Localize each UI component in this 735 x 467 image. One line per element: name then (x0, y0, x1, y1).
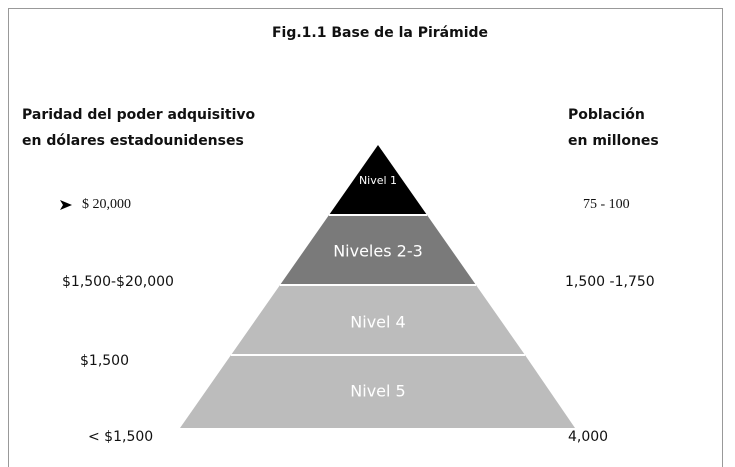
left-label: < $1,500 (88, 429, 153, 445)
left-label: $ 20,000 (82, 197, 131, 212)
level-2-3 (280, 215, 476, 285)
right-label: 4,000 (568, 429, 608, 445)
right-header: Población (568, 107, 645, 123)
right-label: 1,500 -1,750 (565, 274, 655, 290)
left-header: en dólares estadounidenses (22, 133, 244, 149)
level-label: Nivel 1 (359, 174, 397, 187)
level-label: Niveles 2-3 (333, 242, 423, 261)
right-header: en millones (568, 133, 659, 149)
level-label: Nivel 5 (350, 382, 405, 401)
frame (8, 8, 723, 467)
title: Fig.1.1 Base de la Pirámide (272, 25, 488, 41)
level-5 (180, 355, 575, 428)
level-label: Nivel 4 (350, 313, 405, 332)
level-1 (329, 145, 427, 215)
level-4 (231, 285, 525, 355)
left-label: $1,500 (80, 353, 129, 369)
bullet-arrow (60, 200, 72, 210)
left-header: Paridad del poder adquisitivo (22, 107, 256, 123)
left-label: $1,500-$20,000 (62, 274, 174, 290)
right-label: 75 - 100 (583, 197, 630, 212)
